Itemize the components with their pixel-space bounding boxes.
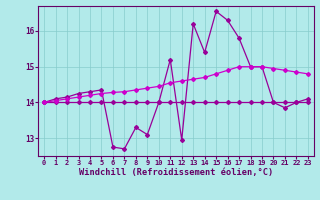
X-axis label: Windchill (Refroidissement éolien,°C): Windchill (Refroidissement éolien,°C) [79,168,273,177]
